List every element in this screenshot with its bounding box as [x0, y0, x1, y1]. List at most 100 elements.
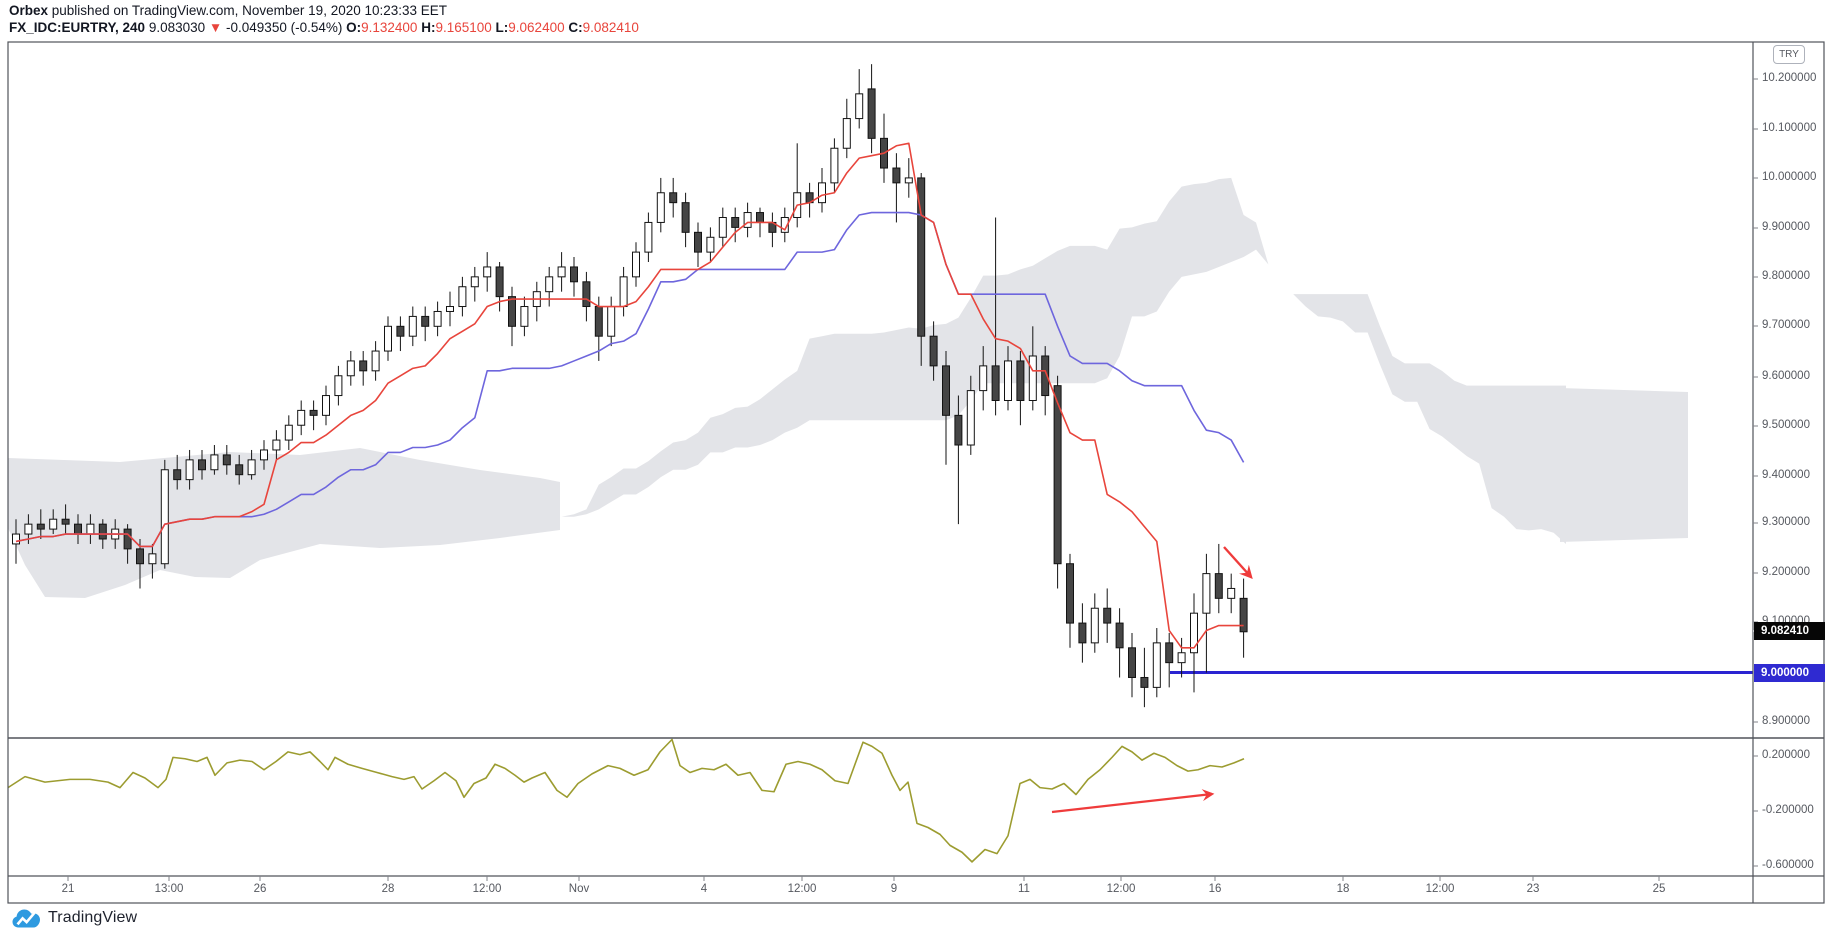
time-axis-label: 18	[1336, 883, 1350, 895]
time-axis-label: 23	[1526, 883, 1540, 895]
candle-up	[1227, 587, 1236, 599]
candle-down	[929, 335, 938, 367]
candle-up	[1152, 642, 1161, 688]
candle-up	[334, 375, 343, 397]
published-text: published on TradingView.com, November 1…	[48, 3, 448, 18]
candle-down	[1115, 622, 1124, 649]
candle-down	[867, 88, 876, 139]
candle-up	[272, 439, 281, 451]
candle-up	[24, 523, 33, 535]
candle-up	[830, 147, 839, 184]
candles	[12, 64, 1248, 708]
candle-down	[1128, 647, 1136, 678]
candle-down	[359, 360, 368, 372]
price-axis-label: 9.900000	[1762, 221, 1810, 233]
candle-down	[495, 266, 504, 298]
candle-up	[818, 182, 826, 204]
candle-down	[36, 523, 45, 530]
candle-up	[619, 276, 628, 308]
candle-down	[235, 464, 244, 476]
candle-up	[1028, 355, 1037, 402]
publish-header: Orbex published on TradingView.com, Nove…	[9, 3, 447, 18]
time-axis-label: 25	[1652, 883, 1666, 895]
candle-up	[297, 409, 306, 426]
currency-badge: TRY	[1773, 45, 1805, 64]
candle-down	[1078, 622, 1087, 644]
candle-up	[433, 310, 442, 327]
symbol-title: FX_IDC:EURTRY, 240	[9, 20, 146, 35]
candle-up	[458, 286, 467, 308]
tradingview-logo-icon	[12, 909, 40, 928]
level-price-badge: 9.000000	[1754, 664, 1825, 682]
candle-down	[1103, 607, 1112, 624]
price-axis-label: 9.200000	[1762, 566, 1810, 578]
price-axis-label: 10.100000	[1762, 122, 1817, 134]
candle-down	[1214, 573, 1223, 599]
candle-up	[855, 93, 864, 120]
candle-up	[446, 306, 454, 312]
candle-up	[483, 266, 492, 278]
tradingview-logo[interactable]: TradingView	[12, 906, 137, 930]
price-axis-label: 9.400000	[1762, 469, 1810, 481]
time-axis-label: 26	[253, 883, 267, 895]
time-axis-label: 12:00	[472, 883, 502, 895]
candle-up	[384, 325, 392, 352]
candle-up	[632, 251, 640, 278]
candle-down	[222, 454, 231, 466]
candle-up	[1202, 573, 1211, 614]
candle-down	[309, 409, 318, 416]
candle-up	[408, 315, 417, 337]
candle-up	[780, 216, 789, 233]
candle-down	[173, 469, 182, 481]
open-value: 9.132400	[361, 20, 418, 35]
close-label: C:	[568, 20, 583, 35]
oscillator-line	[7, 738, 1245, 863]
candle-up	[644, 221, 653, 253]
candle-down	[396, 325, 405, 337]
candle-down	[1165, 642, 1174, 664]
time-axis-label: 16	[1208, 883, 1222, 895]
candle-up	[520, 306, 529, 327]
time-axis-label: 12:00	[1425, 883, 1455, 895]
candle-down	[756, 212, 764, 223]
time-axis-label: 28	[381, 883, 395, 895]
candle-up	[346, 360, 355, 377]
candle-up	[743, 212, 752, 228]
candle-up	[545, 276, 554, 293]
trend-arrow-annotation[interactable]	[1051, 789, 1215, 814]
time-axis-label: 12:00	[787, 883, 817, 895]
candle-down	[198, 459, 206, 471]
indicator-axis-label: -0.200000	[1762, 804, 1814, 816]
candle-up	[656, 192, 665, 223]
candle-up	[86, 523, 95, 535]
price-axis-label: 9.300000	[1762, 516, 1810, 528]
close-value: 9.082410	[582, 20, 639, 35]
high-label: H:	[421, 20, 436, 35]
candle-down	[942, 365, 950, 416]
candle-down	[1041, 355, 1050, 397]
candle-down	[991, 365, 1000, 401]
candle-down	[508, 296, 516, 327]
high-value: 9.165100	[435, 20, 492, 35]
candle-down	[1016, 360, 1025, 401]
price-axis-label: 9.800000	[1762, 270, 1810, 282]
candle-down	[98, 523, 107, 540]
publisher-name: Orbex	[9, 3, 49, 18]
time-axis-label: 21	[61, 883, 75, 895]
candle-down	[74, 523, 82, 535]
candle-up	[718, 216, 727, 238]
candle-down	[123, 528, 132, 550]
down-arrow-annotation[interactable]	[1223, 546, 1253, 579]
last-price-badge: 9.082410	[1754, 622, 1825, 640]
chart-frame	[7, 41, 1825, 904]
candle-up	[904, 177, 913, 184]
candle-down	[681, 202, 690, 233]
candle-down	[1066, 563, 1074, 624]
candle-up	[49, 518, 58, 530]
time-axis-label: 13:00	[154, 883, 184, 895]
candle-up	[607, 306, 616, 337]
candle-down	[694, 231, 702, 253]
candle-up	[842, 118, 851, 149]
price-axis-label: 9.600000	[1762, 370, 1810, 382]
